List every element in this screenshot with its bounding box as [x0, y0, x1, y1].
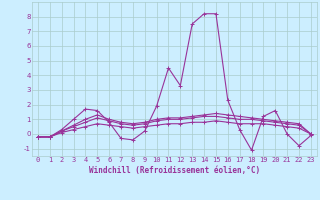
X-axis label: Windchill (Refroidissement éolien,°C): Windchill (Refroidissement éolien,°C) [89, 166, 260, 175]
